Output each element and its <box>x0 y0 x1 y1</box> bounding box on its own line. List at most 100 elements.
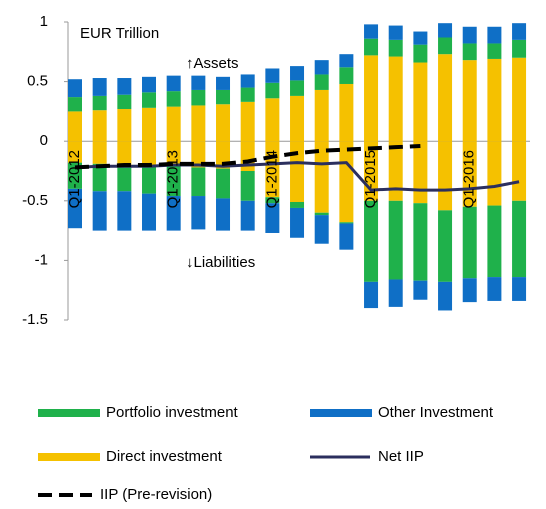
liability-bar <box>117 141 132 166</box>
liability-bar <box>462 206 477 279</box>
asset-bar <box>216 76 231 90</box>
liability-bar <box>512 141 527 201</box>
legend-label: Direct investment <box>106 448 223 465</box>
asset-bar <box>240 74 255 88</box>
asset-bar <box>290 95 305 142</box>
liability-bar <box>191 141 206 168</box>
asset-bar <box>388 25 403 40</box>
asset-bar <box>68 97 82 112</box>
x-tick-label: Q1-2014 <box>263 150 280 208</box>
asset-bar <box>314 89 329 142</box>
asset-bar <box>462 43 477 61</box>
asset-bar <box>191 89 206 106</box>
asset-bar <box>117 78 132 95</box>
liability-bar <box>388 279 403 307</box>
legend-label: Other Investment <box>378 404 494 421</box>
liability-bar <box>117 191 132 231</box>
asset-bar <box>462 26 477 44</box>
liability-bar <box>92 163 107 192</box>
asset-bar <box>92 110 107 142</box>
liability-bar <box>413 203 428 281</box>
asset-bar <box>92 95 107 111</box>
liability-bar <box>191 196 206 230</box>
x-tick-label: Q1-2013 <box>165 150 182 208</box>
legend-label: Net IIP <box>378 448 424 465</box>
asset-bar <box>166 75 181 92</box>
liability-bar <box>314 215 329 244</box>
asset-bar <box>265 82 280 99</box>
asset-bar <box>142 76 157 93</box>
liability-bar <box>339 223 354 250</box>
liability-bar <box>388 200 403 280</box>
liability-bar <box>117 165 132 192</box>
y-tick-label: 0.5 <box>27 73 48 90</box>
liability-bar <box>216 198 231 231</box>
liability-bar <box>364 200 379 282</box>
asset-bar <box>413 62 428 142</box>
liability-bar <box>240 171 255 201</box>
asset-bar <box>512 57 527 142</box>
asset-bar <box>142 92 157 108</box>
asset-bar <box>314 60 329 75</box>
assets-annotation: ↑Assets <box>186 55 239 72</box>
liability-bar <box>487 205 502 278</box>
asset-bar <box>265 68 280 83</box>
unit-annotation: EUR Trillion <box>80 25 159 42</box>
legend-swatch <box>38 453 100 461</box>
liability-bar <box>462 278 477 303</box>
asset-bar <box>314 74 329 90</box>
asset-bar <box>487 58 502 142</box>
asset-bar <box>438 54 453 142</box>
asset-bar <box>364 24 379 39</box>
asset-bar <box>339 67 354 84</box>
line <box>74 143 421 170</box>
asset-bar <box>68 111 82 142</box>
asset-bar <box>240 87 255 102</box>
asset-bar <box>191 105 206 142</box>
liability-bar <box>166 196 181 231</box>
liability-bar <box>438 141 453 211</box>
asset-bar <box>216 104 231 142</box>
asset-bar <box>191 75 206 90</box>
asset-bar <box>438 23 453 38</box>
liability-bar <box>265 203 280 233</box>
liability-bar <box>290 201 305 208</box>
liability-bar <box>438 210 453 282</box>
liability-bar <box>487 277 502 301</box>
liabilities-annotation: ↓Liabilities <box>186 254 255 271</box>
asset-bar <box>166 91 181 107</box>
asset-bar <box>117 94 132 110</box>
asset-bar <box>364 38 379 56</box>
legend-swatch <box>310 409 372 417</box>
liability-bar <box>166 141 181 167</box>
liability-bar <box>413 141 428 204</box>
asset-bar <box>265 98 280 142</box>
asset-bar <box>240 101 255 142</box>
liability-bar <box>364 281 379 309</box>
liability-bar <box>68 188 82 229</box>
liability-bar <box>512 277 527 301</box>
y-tick-label: 0 <box>40 132 48 149</box>
liability-bar <box>92 191 107 231</box>
asset-bar <box>487 43 502 59</box>
liability-bar <box>265 197 280 204</box>
y-tick-label: -1 <box>35 251 48 268</box>
x-tick-label: Q1-2012 <box>66 150 83 208</box>
asset-bar <box>438 37 453 55</box>
liability-bar <box>142 141 157 166</box>
liability-bar <box>438 281 453 311</box>
liability-bar <box>68 141 82 163</box>
asset-bar <box>339 54 354 68</box>
y-tick-label: -1.5 <box>22 311 48 328</box>
asset-bar <box>142 107 157 142</box>
asset-bar <box>117 109 132 142</box>
asset-bar <box>364 55 379 142</box>
x-tick-label: Q1-2016 <box>461 150 478 208</box>
asset-bar <box>413 31 428 45</box>
asset-bar <box>413 44 428 63</box>
asset-bar <box>290 80 305 96</box>
asset-bar <box>216 89 231 105</box>
liability-bar <box>413 280 428 300</box>
asset-bar <box>290 66 305 81</box>
